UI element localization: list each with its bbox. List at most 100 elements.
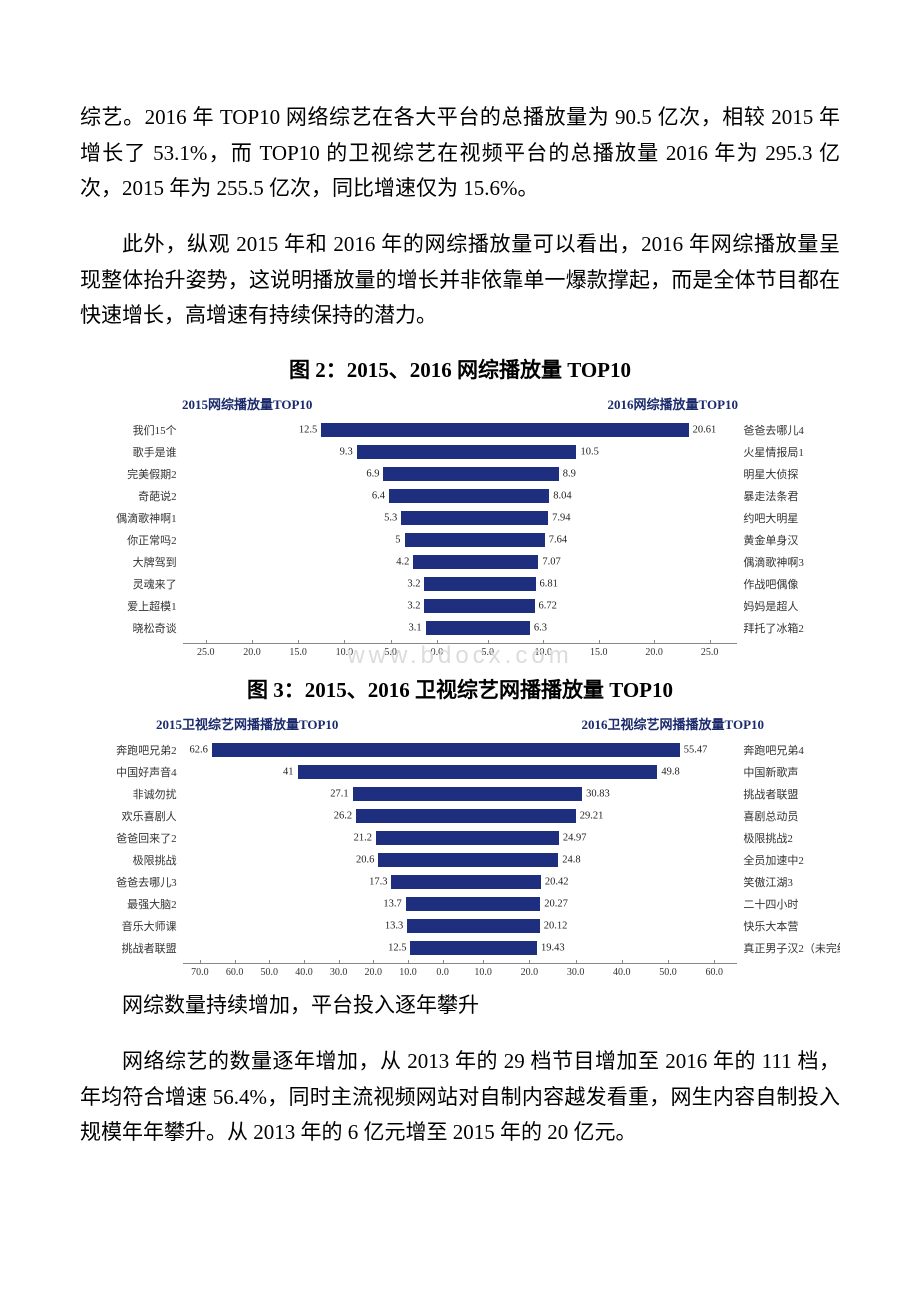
axis-tick: 0.0	[414, 644, 460, 658]
row-label-left: 灵魂来了	[80, 576, 183, 592]
bar-left-value: 6.4	[372, 491, 385, 502]
bar-right	[460, 533, 545, 547]
bar-left	[357, 445, 460, 459]
row-label-right: 极限挑战2	[737, 830, 840, 846]
bar-left	[407, 919, 460, 933]
bar-left	[410, 941, 460, 955]
paragraph-1: 综艺。2016 年 TOP10 网络综艺在各大平台的总播放量为 90.5 亿次，…	[80, 100, 840, 207]
bar-left-value: 4.2	[396, 557, 409, 568]
bar-left	[298, 765, 460, 779]
bar-right	[460, 489, 549, 503]
bar-right-value: 29.21	[580, 811, 604, 822]
bar-left	[383, 467, 460, 481]
chart-row: 奔跑吧兄弟262.655.47奔跑吧兄弟4	[80, 739, 840, 761]
bar-left-value: 3.2	[407, 601, 420, 612]
chart3-bars: 奔跑吧兄弟262.655.47奔跑吧兄弟4中国好声音44149.8中国新歌声非诚…	[80, 739, 840, 959]
bar-right-value: 24.8	[562, 855, 580, 866]
paragraph-4: 网络综艺的数量逐年增加，从 2013 年的 29 档节目增加至 2016 年的 …	[80, 1044, 840, 1151]
bar-right-value: 6.81	[540, 579, 558, 590]
chart3: 2015卫视综艺网播播放量TOP10 2016卫视综艺网播播放量TOP10 奔跑…	[80, 710, 840, 984]
bar-left-value: 27.1	[330, 789, 348, 800]
row-label-right: 明星大侦探	[737, 466, 840, 482]
bar-left	[426, 621, 460, 635]
bar-right-value: 30.83	[586, 789, 610, 800]
chart-row: 晓松奇谈3.16.3拜托了冰箱2	[80, 617, 840, 639]
row-label-left: 完美假期2	[80, 466, 183, 482]
bar-left	[413, 555, 460, 569]
bar-right-value: 20.61	[693, 425, 717, 436]
axis-tick: 40.0	[599, 964, 645, 978]
bar-right	[460, 577, 536, 591]
chart-row: 爸爸回来了221.224.97极限挑战2	[80, 827, 840, 849]
row-label-right: 爸爸去哪儿4	[737, 422, 840, 438]
bar-right	[460, 423, 689, 437]
bar-left	[212, 743, 460, 757]
axis-tick: 20.0	[506, 964, 552, 978]
axis-tick: 15.0	[571, 644, 626, 658]
bar-left-value: 17.3	[369, 877, 387, 888]
bar-right-value: 55.47	[684, 745, 708, 756]
bar-right-value: 8.9	[563, 469, 576, 480]
chart2-left-title: 2015网综播放量TOP10	[80, 394, 414, 413]
row-label-right: 作战吧偶像	[737, 576, 840, 592]
bar-left-value: 13.3	[385, 921, 403, 932]
row-label-left: 欢乐喜剧人	[80, 808, 183, 824]
row-label-right: 二十四小时	[737, 896, 840, 912]
axis-tick: 5.0	[368, 644, 414, 658]
chart3-axis: 70.060.050.040.030.020.010.00.010.020.03…	[80, 963, 840, 978]
row-label-left: 爸爸去哪儿3	[80, 874, 183, 890]
bar-left	[424, 599, 460, 613]
axis-tick: 25.0	[183, 644, 229, 658]
axis-tick: 0.0	[425, 964, 460, 978]
bar-right	[460, 919, 540, 933]
bar-left-value: 3.2	[407, 579, 420, 590]
bar-right-value: 10.5	[580, 447, 598, 458]
chart-row: 欢乐喜剧人26.229.21喜剧总动员	[80, 805, 840, 827]
bar-left-value: 3.1	[408, 623, 421, 634]
row-label-right: 快乐大本营	[737, 918, 840, 934]
bar-left	[378, 853, 460, 867]
bar-right-value: 7.94	[552, 513, 570, 524]
bar-right	[460, 599, 535, 613]
chart-row: 偶滴歌神啊15.37.94约吧大明星	[80, 507, 840, 529]
bar-left	[376, 831, 460, 845]
bar-left-value: 6.9	[366, 469, 379, 480]
bar-right-value: 8.04	[553, 491, 571, 502]
row-label-right: 火星情报局1	[737, 444, 840, 460]
chart-row: 极限挑战20.624.8全员加速中2	[80, 849, 840, 871]
bar-right	[460, 831, 559, 845]
row-label-right: 中国新歌声	[737, 764, 840, 780]
axis-tick: 10.0	[321, 644, 367, 658]
row-label-left: 非诚勿扰	[80, 786, 183, 802]
bar-right	[460, 897, 540, 911]
bar-left	[406, 897, 460, 911]
bar-left	[321, 423, 460, 437]
bar-left-value: 9.3	[340, 447, 353, 458]
row-label-right: 妈妈是超人	[737, 598, 840, 614]
chart2-title: 图 2：2015、2016 网综播放量 TOP10	[80, 354, 840, 384]
chart3-left-title: 2015卫视综艺网播播放量TOP10	[80, 714, 414, 733]
bar-right-value: 20.27	[544, 899, 568, 910]
bar-right-value: 24.97	[563, 833, 587, 844]
axis-tick: 30.0	[552, 964, 598, 978]
row-label-right: 喜剧总动员	[737, 808, 840, 824]
row-label-left: 中国好声音4	[80, 764, 183, 780]
bar-left-value: 5	[395, 535, 400, 546]
bar-right	[460, 853, 558, 867]
axis-tick: 10.0	[391, 964, 426, 978]
bar-left-value: 62.6	[190, 745, 208, 756]
bar-right-value: 7.64	[549, 535, 567, 546]
axis-tick: 50.0	[252, 964, 287, 978]
row-label-left: 爱上超模1	[80, 598, 183, 614]
bar-right-value: 20.12	[544, 921, 568, 932]
row-label-right: 约吧大明星	[737, 510, 840, 526]
bar-right	[460, 511, 548, 525]
bar-right	[460, 809, 576, 823]
row-label-left: 奇葩说2	[80, 488, 183, 504]
chart-row: 非诚勿扰27.130.83挑战者联盟	[80, 783, 840, 805]
bar-right-value: 6.3	[534, 623, 547, 634]
chart2: 2015网综播放量TOP10 2016网综播放量TOP10 我们15个12.52…	[80, 390, 840, 664]
chart-row: 完美假期2 6.9 8.9 明星大侦探	[80, 463, 840, 485]
row-label-left: 你正常吗2	[80, 532, 183, 548]
row-label-left: 我们15个	[80, 422, 183, 438]
